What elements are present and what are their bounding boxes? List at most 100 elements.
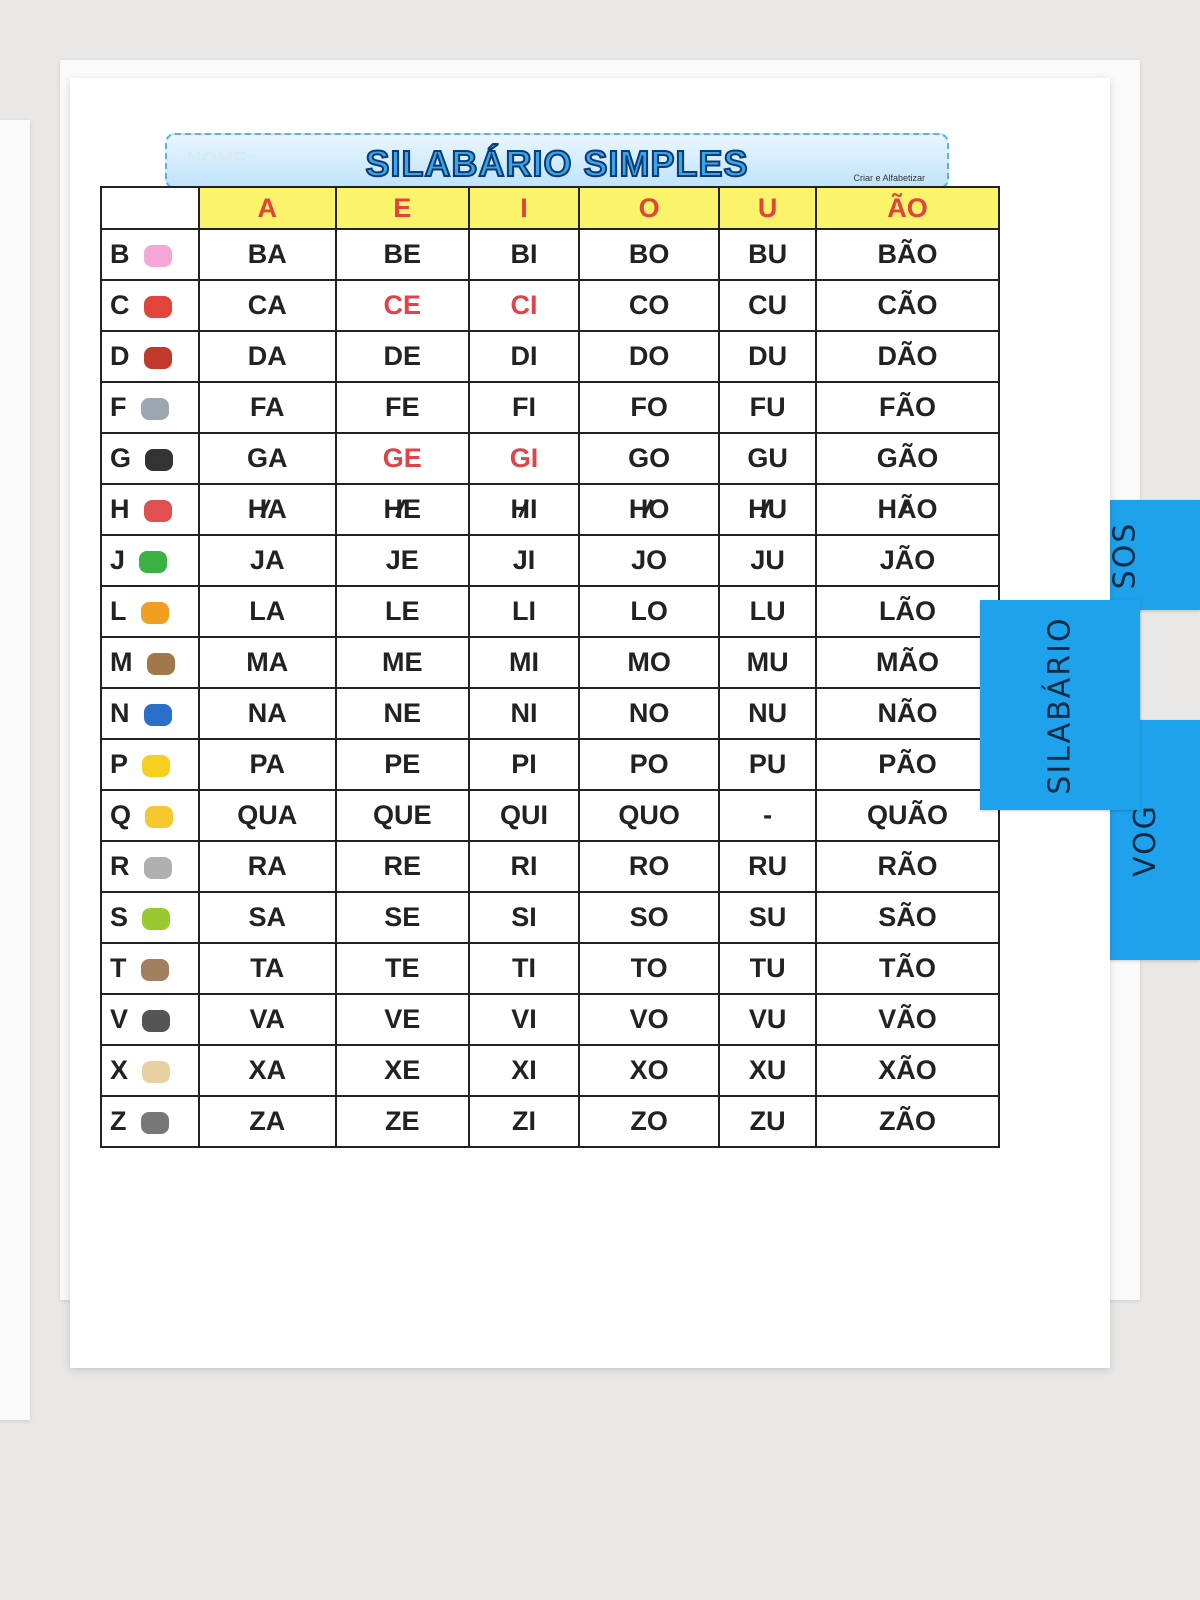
syllable-cell: MU — [718, 636, 818, 689]
syllable: HO — [628, 494, 670, 524]
syllable-cell: TU — [718, 942, 818, 995]
syllable-cell: GU — [718, 432, 818, 485]
syllable-cell: BÃO — [815, 228, 1000, 281]
syllable: SO — [629, 902, 669, 932]
syllable-cell: GE — [334, 432, 470, 485]
syllable-cell: LÃO — [815, 585, 1000, 638]
syllable: GO — [628, 443, 671, 473]
syllable-cell: QUA — [198, 789, 337, 842]
row-letter-cell: Q — [100, 789, 200, 842]
syllable-cell: GA — [198, 432, 337, 485]
syllable-cell: TI — [467, 942, 581, 995]
syllable-cell: XU — [718, 1044, 818, 1097]
picture-icon — [145, 805, 174, 828]
column-header: E — [334, 186, 470, 230]
syllable: CO — [628, 290, 670, 320]
sticky-tab: SILABÁRIO — [980, 600, 1140, 810]
syllable-cell: JA — [198, 534, 337, 587]
syllable: HE — [383, 494, 422, 524]
syllable: PE — [384, 749, 421, 779]
syllable: SÃO — [878, 902, 937, 932]
syllable-cell: ZU — [718, 1095, 818, 1148]
row-letter-cell: T — [100, 942, 200, 995]
row-letter-cell: P — [100, 738, 200, 791]
syllable: JÃO — [879, 545, 936, 575]
syllable: SA — [248, 902, 287, 932]
syllable: QUÃO — [867, 800, 949, 830]
syllable: JA — [250, 545, 285, 575]
syllable-cell: GI — [467, 432, 581, 485]
syllable-cell: XO — [578, 1044, 721, 1097]
name-field: NOME: — [187, 149, 254, 171]
syllable: SE — [384, 902, 421, 932]
row-letter-cell: V — [100, 993, 200, 1046]
picture-icon — [140, 397, 169, 420]
syllable-cell: JO — [578, 534, 721, 587]
table-row: B BA BE BI BO BU BÃO — [100, 228, 1000, 281]
syllable-cell: MÃO — [815, 636, 1000, 689]
syllable-cell: JU — [718, 534, 818, 587]
table-row: Z ZA ZE ZI ZO ZU ZÃO — [100, 1095, 1000, 1148]
syllable-cell: VA — [198, 993, 337, 1046]
syllable: LU — [749, 596, 786, 626]
row-letter-cell: J — [100, 534, 200, 587]
syllable: TE — [385, 953, 420, 983]
syllable: VI — [511, 1004, 537, 1034]
syllable: CI — [510, 290, 538, 320]
syllable: PI — [511, 749, 537, 779]
table-row: M MA ME MI MO MU MÃO — [100, 636, 1000, 689]
row-letter-cell: R — [100, 840, 200, 893]
picture-icon — [143, 295, 172, 318]
syllable-table: A E I O U ÃO B BA BE BI BO BU BÃO C CA CE CI CO CU CÃO D DA DE… — [100, 186, 1000, 1148]
row-letter: V — [110, 1004, 129, 1034]
syllable-cell: XI — [467, 1044, 581, 1097]
syllable-cell: HU — [718, 483, 818, 536]
syllable: QUI — [500, 800, 549, 830]
syllable-cell: GÃO — [815, 432, 1000, 485]
syllable-cell: TE — [334, 942, 470, 995]
table-body: B BA BE BI BO BU BÃO C CA CE CI CO CU CÃO D DA DE DI DO DU D… — [100, 228, 1000, 1148]
syllable-cell: CA — [198, 279, 337, 332]
syllable-cell: DU — [718, 330, 818, 383]
syllable: BU — [748, 239, 788, 269]
row-letter: J — [110, 545, 126, 575]
syllable-cell: JE — [334, 534, 470, 587]
syllable-cell: NE — [334, 687, 470, 740]
column-header: I — [467, 186, 581, 230]
syllable: GI — [509, 443, 539, 473]
syllable: MA — [246, 647, 289, 677]
syllable-cell: CÃO — [815, 279, 1000, 332]
syllable: RO — [628, 851, 670, 881]
table-row: D DA DE DI DO DU DÃO — [100, 330, 1000, 383]
syllable: TU — [749, 953, 786, 983]
syllable: TÃO — [879, 953, 937, 983]
title: SILABÁRIO SIMPLES — [364, 142, 749, 185]
syllable: JI — [512, 545, 536, 575]
syllable: ZO — [630, 1106, 668, 1136]
syllable-cell: QUO — [578, 789, 721, 842]
syllable: RU — [748, 851, 788, 881]
syllable-cell: PÃO — [815, 738, 1000, 791]
table-row: L LA LE LI LO LU LÃO — [100, 585, 1000, 638]
picture-icon — [142, 1060, 171, 1083]
syllable: LÃO — [879, 596, 937, 626]
column-header: U — [718, 186, 818, 230]
row-letter: B — [110, 239, 130, 269]
syllable-cell: TO — [578, 942, 721, 995]
row-letter: L — [110, 596, 127, 626]
row-letter: M — [110, 647, 133, 677]
table-row: J JA JE JI JO JU JÃO — [100, 534, 1000, 587]
picture-icon — [143, 703, 172, 726]
syllable: NA — [247, 698, 287, 728]
syllable-cell: CO — [578, 279, 721, 332]
syllable: VU — [748, 1004, 787, 1034]
row-letter-cell: B — [100, 228, 200, 281]
syllable-cell: ZÃO — [815, 1095, 1000, 1148]
syllable-cell: PE — [334, 738, 470, 791]
syllable: CE — [383, 290, 422, 320]
table-row: G GA GE GI GO GU GÃO — [100, 432, 1000, 485]
table-row: T TA TE TI TO TU TÃO — [100, 942, 1000, 995]
syllable: TA — [250, 953, 285, 983]
row-letter: G — [110, 443, 132, 473]
syllable-cell: SO — [578, 891, 721, 944]
